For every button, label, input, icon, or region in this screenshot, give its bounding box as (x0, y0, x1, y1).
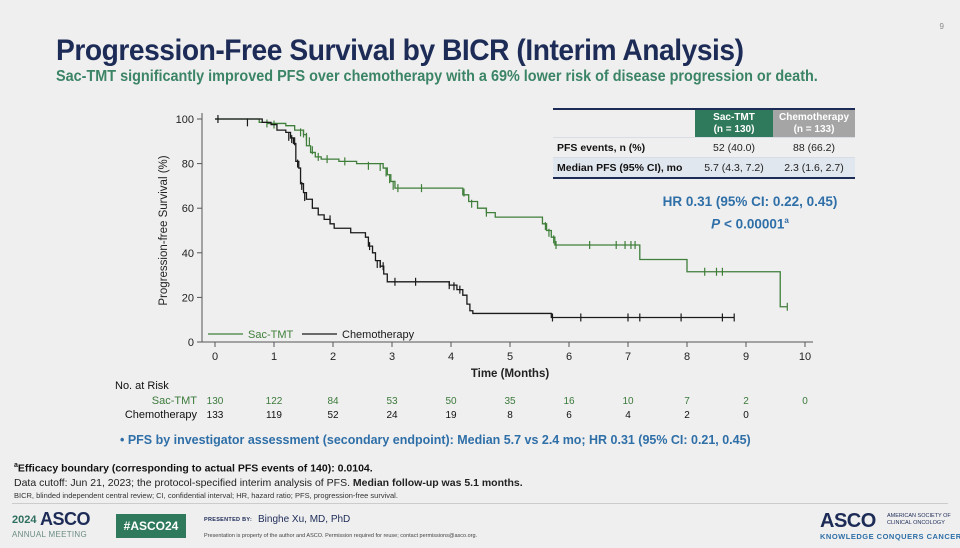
header-n: (n = 133) (793, 124, 835, 135)
presented-by-label: PRESENTED BY: (204, 517, 253, 523)
x-tick-label: 6 (566, 351, 572, 363)
society-line: AMERICAN SOCIETY OF (887, 513, 951, 519)
meeting-logo: ASCO (40, 509, 91, 529)
cutoff-text: Data cutoff: Jun 21, 2023; the protocol-… (14, 477, 353, 489)
cell-sac-tmt: 5.7 (4.3, 7.2) (704, 161, 764, 174)
x-tick-label: 8 (684, 351, 690, 363)
table-header-row: Sac-TMT (n = 130) Chemotherapy (n = 133) (553, 110, 855, 137)
hazard-ratio-annotation: HR 0.31 (95% CI: 0.22, 0.45) P < 0.00001… (630, 192, 870, 234)
annual-meeting-label: ANNUAL MEETING (12, 530, 88, 539)
secondary-endpoint-bullet: • PFS by investigator assessment (second… (120, 432, 751, 447)
p-label: P (711, 216, 721, 232)
disclaimer: Presentation is property of the author a… (204, 533, 478, 539)
x-tick-label: 2 (330, 351, 336, 363)
slide-subtitle: Sac-TMT significantly improved PFS over … (56, 68, 818, 85)
y-tick-label: 60 (182, 203, 194, 215)
header-n: (n = 130) (713, 124, 755, 135)
footnote-marker: a (14, 462, 18, 469)
at-risk-value: 50 (445, 396, 457, 407)
at-risk-title: No. at Risk (115, 380, 169, 392)
follow-up-text: Median follow-up was 5.1 months. (352, 477, 523, 489)
legend-label-sac-tmt: Sac-TMT (248, 329, 294, 341)
x-tick-label: 7 (625, 351, 631, 363)
table-row: Median PFS (95% CI), mo 5.7 (4.3, 7.2) 2… (553, 157, 855, 177)
page-number: 9 (939, 22, 944, 31)
at-risk-value: 24 (386, 410, 398, 421)
table-header-sac-tmt: Sac-TMT (n = 130) (695, 110, 773, 137)
cell-chemotherapy: 2.3 (1.6, 2.7) (784, 161, 844, 174)
header-label: Sac-TMT (713, 112, 755, 123)
hashtag-badge: #ASCO24 (116, 514, 186, 538)
footnote-cutoff: Data cutoff: Jun 21, 2023; the protocol-… (14, 477, 523, 489)
summary-table: Sac-TMT (n = 130) Chemotherapy (n = 133)… (553, 108, 855, 179)
table-header-blank (553, 110, 695, 137)
legend-label-chemotherapy: Chemotherapy (342, 329, 415, 341)
at-risk-value: 0 (802, 396, 808, 407)
at-risk-label-chemotherapy: Chemotherapy (124, 409, 197, 421)
at-risk-value: 8 (507, 410, 513, 421)
at-risk-value: 2 (743, 396, 749, 407)
at-risk-value: 10 (622, 396, 634, 407)
at-risk-value: 52 (327, 410, 339, 421)
cell-sac-tmt: 52 (40.0) (712, 141, 756, 154)
at-risk-value: 84 (327, 396, 339, 407)
x-tick-label: 9 (743, 351, 749, 363)
y-tick-label: 20 (182, 292, 194, 304)
footnote-text: Efficacy boundary (corresponding to actu… (17, 462, 373, 475)
p-value: P < 0.00001a (630, 211, 870, 234)
row-label: PFS events, n (%) (557, 141, 646, 154)
at-risk-value: 6 (566, 410, 572, 421)
hazard-ratio: HR 0.31 (95% CI: 0.22, 0.45) (662, 194, 838, 209)
y-tick-label: 80 (182, 159, 194, 171)
cell-chemotherapy: 88 (66.2) (792, 141, 836, 154)
y-tick-label: 100 (176, 114, 194, 126)
at-risk-value: 2 (684, 410, 690, 421)
y-tick-label: 40 (182, 248, 194, 260)
slide-title: Progression-Free Survival by BICR (Inter… (56, 34, 744, 67)
footnote-efficacy: aEfficacy boundary (corresponding to act… (14, 462, 373, 475)
at-risk-value: 4 (625, 410, 631, 421)
at-risk-label-sac-tmt: Sac-TMT (151, 395, 197, 407)
at-risk-value: 53 (386, 396, 398, 407)
asco-society-name: AMERICAN SOCIETY OF CLINICAL ONCOLOGY (887, 513, 957, 527)
x-tick-label: 10 (799, 351, 811, 363)
at-risk-value: 19 (445, 410, 457, 421)
footnote-abbreviations: BICR, blinded independent central review… (14, 491, 398, 500)
meeting-year: 2024 (12, 514, 37, 526)
at-risk-value: 130 (206, 396, 224, 407)
society-line: CLINICAL ONCOLOGY (887, 520, 945, 526)
at-risk-value: 35 (504, 396, 516, 407)
y-axis-label: Progression-free Survival (%) (158, 155, 170, 305)
at-risk-value: 122 (265, 396, 283, 407)
p-footnote-marker: a (784, 216, 789, 225)
table-header-chemotherapy: Chemotherapy (n = 133) (773, 110, 855, 137)
at-risk-value: 133 (206, 410, 224, 421)
x-tick-label: 3 (389, 351, 395, 363)
table-row: PFS events, n (%) 52 (40.0) 88 (66.2) (553, 137, 855, 157)
x-tick-label: 0 (212, 351, 218, 363)
at-risk-value: 7 (684, 396, 690, 407)
asco-tagline: KNOWLEDGE CONQUERS CANCER (820, 532, 960, 541)
presenter-name: Binghe Xu, MD, PhD (258, 514, 351, 525)
x-axis-label: Time (Months) (471, 368, 550, 380)
x-tick-label: 1 (271, 351, 277, 363)
x-tick-label: 5 (507, 351, 513, 363)
footer-divider (12, 503, 948, 504)
at-risk-value: 16 (563, 396, 575, 407)
at-risk-value: 119 (266, 410, 282, 421)
at-risk-value: 0 (743, 410, 749, 421)
bullet-text: PFS by investigator assessment (secondar… (127, 432, 751, 447)
x-tick-label: 4 (448, 351, 454, 363)
y-tick-label: 0 (188, 337, 194, 349)
header-label: Chemotherapy (778, 112, 849, 123)
row-label: Median PFS (95% CI), mo (557, 161, 683, 174)
asco-logo: ASCO (820, 510, 876, 532)
p-value-text: < 0.00001 (720, 216, 785, 232)
